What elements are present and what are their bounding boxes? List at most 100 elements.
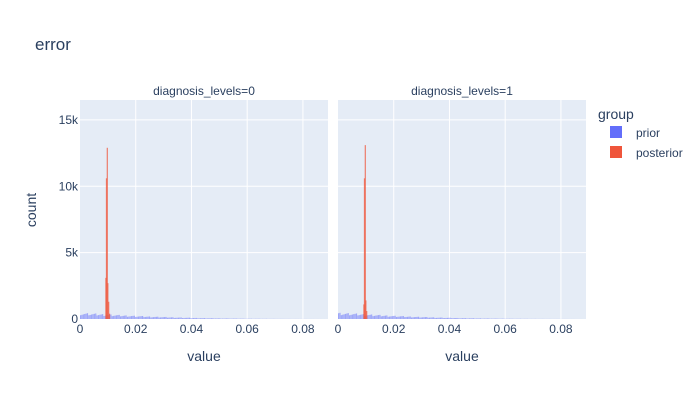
prior-bar — [456, 317, 458, 319]
prior-bar — [366, 315, 369, 319]
prior-bar — [400, 316, 402, 319]
prior-bar — [361, 314, 363, 319]
prior-bar — [437, 317, 439, 319]
x-tick-label-0: 0 — [335, 322, 342, 336]
prior-bar — [384, 315, 387, 319]
series-posterior — [105, 147, 111, 319]
prior-bar — [442, 318, 444, 319]
prior-bar — [165, 316, 167, 319]
y-tick-label-2: 10k — [59, 179, 79, 193]
prior-bar — [488, 318, 490, 319]
prior-bar — [150, 317, 152, 319]
prior-bar — [368, 315, 370, 319]
prior-bar — [139, 316, 141, 319]
prior-bar — [205, 318, 207, 319]
posterior-bar-1 — [363, 178, 366, 319]
x-axis-title-1: value — [445, 348, 479, 364]
posterior-bar-2 — [364, 145, 366, 319]
prior-bar — [158, 317, 160, 319]
prior-bar — [457, 318, 460, 319]
prior-bar — [169, 317, 171, 319]
prior-bar — [409, 316, 411, 319]
legend-swatch-prior — [610, 126, 622, 138]
prior-bar — [431, 317, 433, 319]
prior-bar — [435, 317, 437, 319]
prior-bar — [215, 318, 217, 319]
prior-bar — [89, 314, 91, 319]
prior-bar — [373, 315, 375, 319]
prior-bar — [375, 315, 377, 319]
prior-bar — [473, 318, 475, 319]
x-tick-label-0: 0 — [77, 322, 84, 336]
prior-bar — [433, 317, 435, 319]
prior-bar — [126, 316, 129, 319]
x-tick-label-2: 0.04 — [180, 322, 204, 336]
prior-bar — [115, 315, 117, 319]
prior-bar — [142, 316, 144, 319]
legend-item-posterior[interactable]: posterior — [610, 146, 683, 160]
prior-bar — [111, 316, 113, 319]
prior-bar — [93, 313, 95, 319]
prior-bar — [184, 317, 186, 319]
prior-bar — [191, 318, 193, 319]
prior-bar — [210, 318, 213, 319]
prior-bar — [188, 317, 191, 319]
legend-swatch-posterior — [610, 146, 622, 158]
prior-bar — [187, 317, 189, 319]
prior-bar — [81, 314, 83, 319]
prior-bar — [471, 318, 473, 319]
prior-bar — [434, 317, 436, 319]
prior-bar — [408, 316, 410, 319]
prior-bar — [413, 317, 415, 319]
prior-bar — [80, 315, 82, 319]
prior-bar — [468, 318, 471, 319]
prior-bar — [382, 316, 384, 319]
prior-bar — [355, 313, 358, 319]
prior-bar — [390, 316, 392, 319]
prior-bar — [448, 317, 450, 319]
prior-bar — [444, 318, 446, 319]
prior-bar — [206, 318, 208, 319]
x-tick-label-3: 0.06 — [236, 322, 260, 336]
prior-bar — [380, 316, 382, 319]
prior-bar — [339, 312, 341, 319]
prior-bar — [161, 317, 163, 319]
prior-bar — [82, 314, 84, 319]
prior-bar — [462, 318, 464, 319]
chart-title: error — [35, 35, 71, 54]
prior-bar — [350, 314, 352, 319]
prior-bar — [208, 318, 210, 319]
prior-bar — [404, 317, 406, 319]
y-axis-title: count — [23, 193, 39, 227]
prior-bar — [460, 318, 462, 319]
prior-bar — [351, 314, 353, 319]
prior-bar — [173, 317, 175, 319]
prior-bar — [122, 315, 124, 319]
prior-bar — [398, 316, 400, 319]
legend-label-posterior: posterior — [636, 146, 683, 160]
legend: group prior posterior — [598, 106, 683, 160]
prior-bar — [344, 313, 347, 319]
posterior-bar-1 — [105, 178, 108, 319]
y-tick-label-3: 15k — [59, 113, 79, 127]
prior-bar — [121, 316, 123, 319]
x-tick-label-3: 0.06 — [494, 322, 518, 336]
legend-item-prior[interactable]: prior — [610, 126, 660, 140]
prior-bar — [216, 318, 218, 319]
prior-bar — [96, 315, 98, 319]
prior-bar — [354, 313, 356, 319]
prior-bar — [417, 316, 420, 319]
prior-bar — [88, 315, 90, 319]
prior-bar — [194, 317, 196, 319]
prior-bar — [103, 315, 105, 319]
prior-bar — [125, 315, 127, 319]
prior-bar — [202, 318, 204, 319]
prior-bar — [406, 316, 409, 319]
prior-bar — [438, 317, 440, 319]
prior-bar — [147, 316, 149, 319]
prior-bar — [97, 315, 100, 319]
prior-bar — [110, 314, 112, 319]
prior-bar — [92, 314, 94, 319]
prior-bar — [175, 317, 177, 319]
prior-bar — [358, 315, 360, 319]
